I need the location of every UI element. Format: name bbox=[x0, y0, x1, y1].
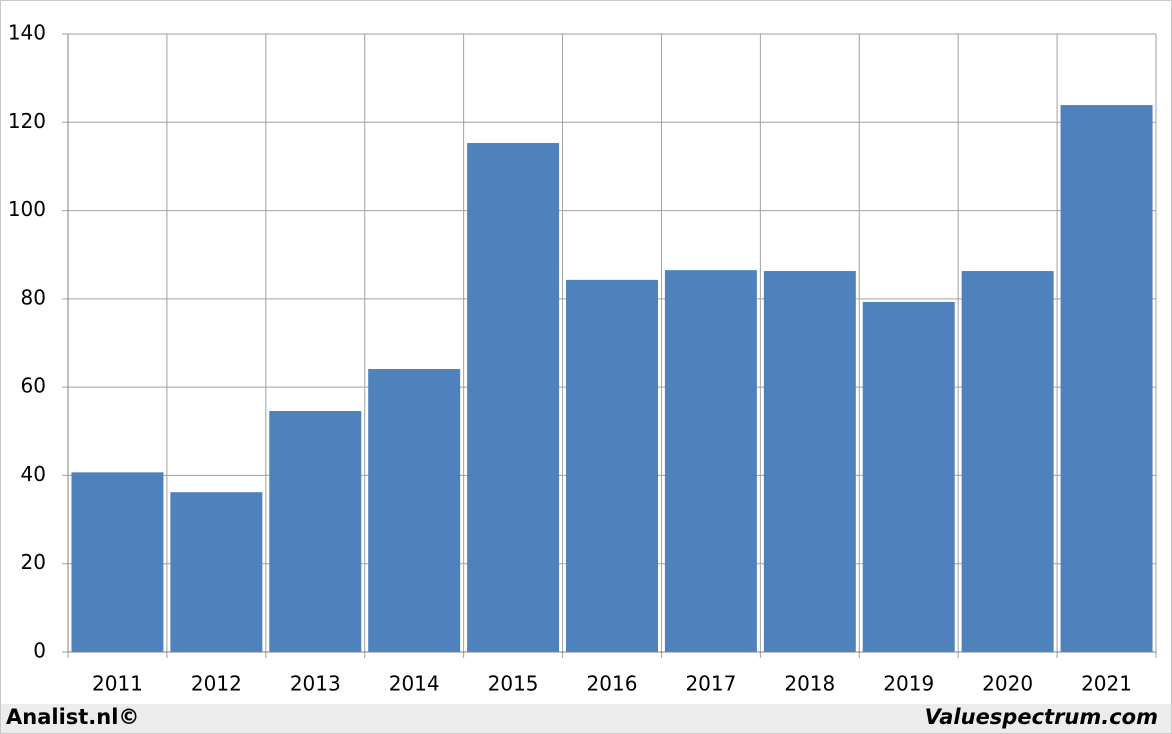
footer-left: Analist.nl© bbox=[6, 705, 139, 729]
bar bbox=[170, 492, 263, 652]
bar bbox=[269, 410, 362, 652]
bar bbox=[763, 271, 856, 652]
y-tick-label: 40 bbox=[21, 462, 46, 486]
bar bbox=[71, 472, 164, 652]
y-tick-label: 100 bbox=[8, 197, 46, 221]
y-tick-label: 120 bbox=[8, 109, 46, 133]
x-tick-label: 2018 bbox=[784, 672, 835, 696]
x-tick-label: 2011 bbox=[92, 672, 143, 696]
bar bbox=[467, 143, 560, 653]
bar bbox=[368, 369, 461, 652]
bar bbox=[961, 271, 1054, 652]
bar bbox=[664, 270, 757, 652]
footer-right: Valuespectrum.com bbox=[925, 705, 1158, 729]
x-tick-label: 2020 bbox=[982, 672, 1033, 696]
y-tick-label: 20 bbox=[21, 550, 46, 574]
x-tick-label: 2015 bbox=[488, 672, 539, 696]
bar bbox=[1060, 105, 1153, 652]
y-tick-label: 80 bbox=[21, 285, 46, 309]
x-tick-label: 2013 bbox=[290, 672, 341, 696]
footer-band bbox=[1, 704, 1171, 733]
y-tick-label: 0 bbox=[33, 639, 46, 663]
x-tick-label: 2016 bbox=[587, 672, 638, 696]
x-tick-label: 2014 bbox=[389, 672, 440, 696]
x-tick-label: 2017 bbox=[685, 672, 736, 696]
bar bbox=[566, 279, 658, 652]
y-tick-label: 140 bbox=[8, 21, 46, 45]
x-tick-label: 2019 bbox=[883, 672, 934, 696]
bar bbox=[862, 301, 955, 652]
x-tick-label: 2012 bbox=[191, 672, 242, 696]
x-tick-label: 2021 bbox=[1081, 672, 1132, 696]
y-tick-label: 60 bbox=[21, 374, 46, 398]
